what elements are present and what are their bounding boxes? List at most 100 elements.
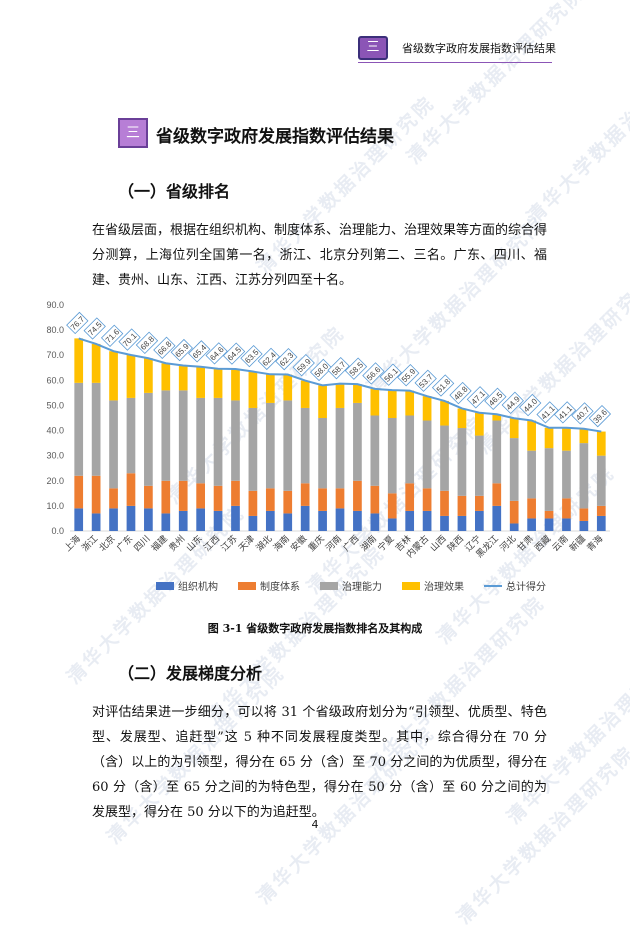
bar-segment [596, 505, 606, 516]
bar-segment [248, 490, 258, 516]
bar-segment [248, 407, 258, 491]
bar-segment [335, 488, 345, 509]
bar-segment [91, 382, 101, 476]
bar-segment [126, 473, 136, 506]
header-chapter-badge: 三 [358, 36, 388, 60]
bar-segment [475, 495, 484, 511]
ranking-paragraph: 在省级层面，根据在组织机构、制度体系、治理能力、治理效果等方面的综合得分测算，上… [92, 223, 548, 288]
data-label-box [205, 342, 228, 365]
x-category-label: 云南 [549, 533, 570, 554]
data-label-box [397, 364, 420, 387]
bar-segment [387, 493, 397, 519]
watermark-text: 清华大学数据治理研究院 [522, 41, 630, 229]
bar-segment [562, 518, 571, 531]
y-tick-label: 10.0 [46, 501, 64, 511]
section-number-badge: 三 [118, 118, 148, 148]
bar-segment [335, 407, 345, 489]
bar-segment [74, 475, 84, 509]
bar-segment [457, 515, 467, 531]
data-label-box [100, 324, 124, 347]
bar-segment [596, 455, 606, 506]
bar-segment [231, 480, 240, 506]
bar-segment [387, 390, 397, 418]
x-category-label: 宁夏 [375, 533, 396, 554]
legend-swatch [320, 582, 338, 590]
y-tick-label: 90.0 [46, 300, 64, 310]
x-category-label: 新疆 [567, 533, 588, 554]
bar-segment [109, 508, 118, 531]
bar-segment [178, 390, 188, 481]
bar-segment [509, 500, 519, 524]
x-category-label: 山西 [428, 533, 449, 554]
bar-segment [91, 475, 101, 514]
bar-segment [126, 397, 136, 474]
bar-segment [196, 366, 205, 398]
bar-segment [178, 365, 188, 391]
bar-segment [370, 513, 380, 531]
bar-segment [492, 414, 502, 421]
data-label-box [153, 336, 176, 360]
data-label-box [362, 362, 385, 385]
bar-segment [74, 382, 84, 476]
bar-segment [265, 488, 275, 511]
bar-segment [248, 371, 258, 408]
bar-segment [161, 363, 171, 391]
data-label-box [327, 357, 350, 380]
bar-segment [161, 513, 171, 531]
bar-segment [283, 400, 293, 491]
bar-segment [527, 518, 536, 531]
data-label-box [257, 347, 281, 371]
bar-segment [387, 418, 397, 494]
bar-segment [300, 505, 310, 531]
bar-segment [213, 485, 223, 511]
bar-segment [579, 520, 589, 531]
x-category-label: 江苏 [218, 533, 239, 554]
bar-segment [457, 495, 467, 516]
x-category-label: 河南 [323, 533, 344, 554]
data-label-box [501, 391, 524, 415]
legend-label: 治理能力 [342, 580, 382, 593]
data-label-box [536, 401, 559, 424]
gradient-paragraph: 对评估结果进一步细分，可以将 31 个省级政府划分为“引领型、优质型、特色型、发… [92, 705, 547, 820]
bar-segment [91, 343, 101, 383]
bar-segment [144, 485, 153, 509]
data-label-box [484, 387, 507, 410]
legend-label: 总计得分 [506, 580, 546, 593]
bar-segment [509, 418, 519, 439]
header-rule [358, 62, 552, 63]
x-category-label: 上海 [62, 533, 83, 554]
x-category-label: 安徽 [288, 533, 309, 554]
bar-segment [527, 498, 536, 519]
data-label-box [571, 402, 594, 425]
section-title: 省级数字政府发展指数评估结果 [156, 127, 394, 147]
x-category-label: 福建 [149, 533, 170, 554]
data-label-box [188, 340, 211, 363]
data-label-box [292, 353, 315, 377]
y-tick-label: 80.0 [46, 325, 64, 335]
bar-segment [405, 415, 415, 484]
data-label-box [222, 342, 246, 365]
bar-segment [196, 397, 205, 484]
bar-segment [596, 515, 606, 531]
bar-segment [196, 508, 205, 531]
data-label-box [118, 328, 141, 351]
x-category-label: 贵州 [166, 533, 187, 554]
bar-segment [475, 510, 484, 531]
bar-segment [74, 338, 84, 383]
x-category-label: 甘肃 [515, 533, 536, 554]
bar-segment [300, 407, 310, 484]
x-category-label: 四川 [133, 534, 153, 554]
data-label-box [553, 401, 577, 424]
x-category-label: 陕西 [445, 533, 466, 554]
data-label-box [519, 393, 542, 417]
bar-segment [126, 505, 136, 531]
bar-segment [161, 480, 171, 514]
x-category-label: 天津 [237, 533, 258, 554]
x-category-label: 重庆 [305, 533, 326, 554]
bar-segment [231, 369, 240, 401]
x-category-label: 海南 [271, 533, 292, 554]
bar-segment [353, 510, 362, 531]
bar-segment [440, 425, 449, 491]
bar-segment [422, 396, 432, 421]
bar-segment [422, 488, 432, 511]
